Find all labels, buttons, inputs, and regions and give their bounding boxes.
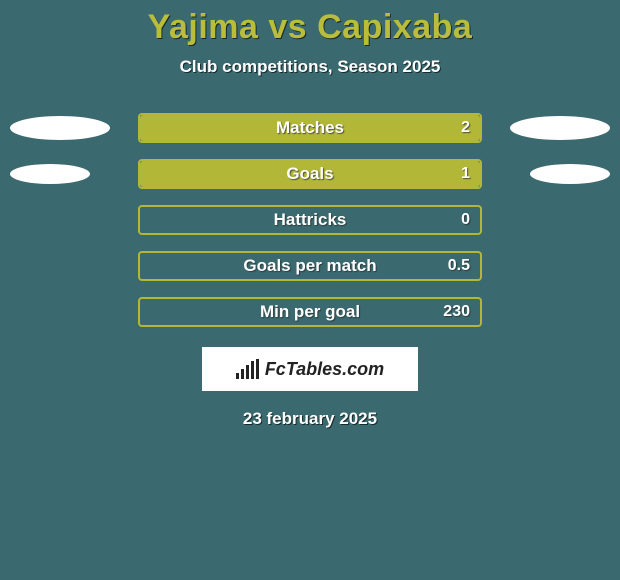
subtitle: Club competitions, Season 2025: [0, 57, 620, 77]
bar-chart-icon-bar: [256, 359, 259, 379]
stat-bar: Min per goal230: [138, 297, 482, 327]
stat-label: Min per goal: [140, 299, 480, 325]
stat-value: 230: [443, 299, 470, 325]
stat-value: 2: [461, 115, 470, 141]
stat-rows: Matches2Goals1Hattricks0Goals per match0…: [0, 113, 620, 327]
logo-text: FcTables.com: [265, 359, 384, 380]
logo-box: FcTables.com: [202, 347, 418, 391]
stat-row: Matches2: [0, 113, 620, 143]
stat-bar: Goals1: [138, 159, 482, 189]
stat-bar: Hattricks0: [138, 205, 482, 235]
date-text: 23 february 2025: [0, 409, 620, 429]
stat-label: Matches: [140, 115, 480, 141]
player-marker-right: [510, 116, 610, 140]
bar-chart-icon-bar: [251, 361, 254, 379]
stat-row: Hattricks0: [0, 205, 620, 235]
stat-row: Min per goal230: [0, 297, 620, 327]
stat-row: Goals per match0.5: [0, 251, 620, 281]
stats-infographic: Yajima vs Capixaba Club competitions, Se…: [0, 0, 620, 580]
player-marker-left: [10, 164, 90, 184]
bar-chart-icon-bar: [246, 365, 249, 379]
bar-chart-icon-bar: [241, 369, 244, 379]
stat-label: Goals: [140, 161, 480, 187]
stat-label: Goals per match: [140, 253, 480, 279]
stat-value: 0: [461, 207, 470, 233]
stat-bar: Goals per match0.5: [138, 251, 482, 281]
player-marker-right: [530, 164, 610, 184]
stat-label: Hattricks: [140, 207, 480, 233]
stat-value: 0.5: [448, 253, 470, 279]
player-marker-left: [10, 116, 110, 140]
bar-chart-icon: [236, 359, 259, 379]
stat-value: 1: [461, 161, 470, 187]
stat-bar: Matches2: [138, 113, 482, 143]
page-title: Yajima vs Capixaba: [0, 8, 620, 47]
stat-row: Goals1: [0, 159, 620, 189]
bar-chart-icon-bar: [236, 373, 239, 379]
